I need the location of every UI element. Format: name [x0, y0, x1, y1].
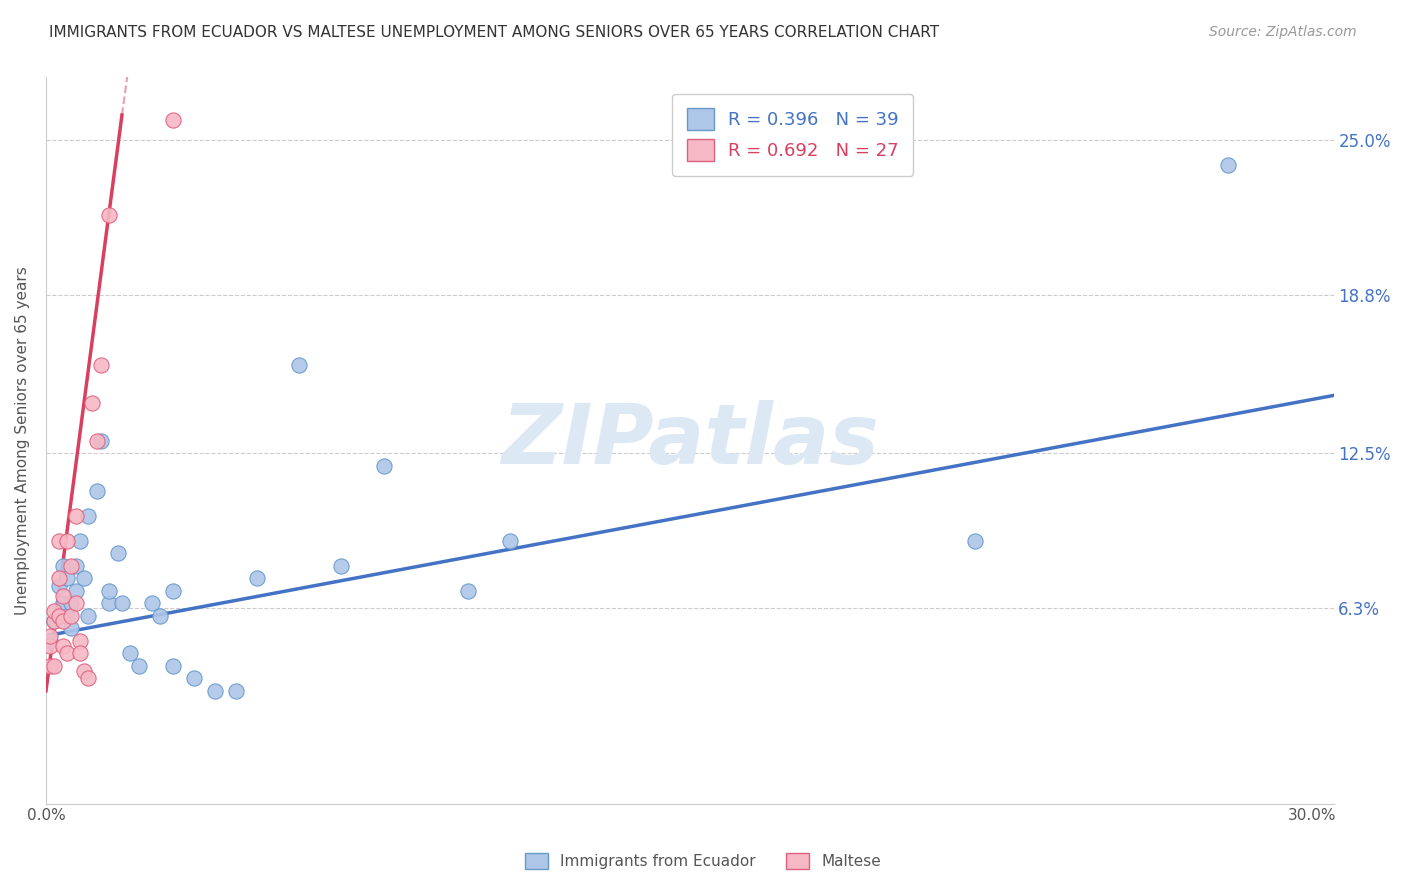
Point	[65, 596, 87, 610]
Point	[120, 646, 142, 660]
Point	[98, 208, 121, 222]
Point	[44, 614, 66, 628]
Point	[73, 664, 96, 678]
Point	[373, 458, 395, 473]
Point	[52, 589, 75, 603]
Text: Source: ZipAtlas.com: Source: ZipAtlas.com	[1209, 25, 1357, 39]
Point	[52, 614, 75, 628]
Point	[39, 659, 62, 673]
Point	[86, 434, 108, 448]
Point	[44, 604, 66, 618]
Point	[56, 646, 79, 660]
Point	[330, 558, 353, 573]
Point	[963, 533, 986, 548]
Point	[65, 558, 87, 573]
Point	[90, 434, 112, 448]
Point	[457, 583, 479, 598]
Point	[60, 596, 83, 610]
Point	[39, 629, 62, 643]
Point	[48, 608, 70, 623]
Text: IMMIGRANTS FROM ECUADOR VS MALTESE UNEMPLOYMENT AMONG SENIORS OVER 65 YEARS CORR: IMMIGRANTS FROM ECUADOR VS MALTESE UNEMP…	[49, 25, 939, 40]
Point	[98, 583, 121, 598]
Point	[288, 359, 311, 373]
Point	[56, 571, 79, 585]
Text: ZIPatlas: ZIPatlas	[501, 400, 879, 481]
Point	[65, 583, 87, 598]
Point	[86, 483, 108, 498]
Point	[60, 558, 83, 573]
Point	[107, 546, 129, 560]
Point	[499, 533, 522, 548]
Point	[82, 396, 104, 410]
Point	[39, 633, 62, 648]
Point	[48, 579, 70, 593]
Point	[162, 113, 184, 128]
Point	[69, 533, 91, 548]
Point	[149, 608, 172, 623]
Point	[77, 672, 100, 686]
Point	[246, 571, 269, 585]
Point	[183, 672, 205, 686]
Legend: R = 0.396   N = 39, R = 0.692   N = 27: R = 0.396 N = 39, R = 0.692 N = 27	[672, 94, 914, 176]
Point	[56, 608, 79, 623]
Point	[1216, 158, 1239, 172]
Point	[128, 659, 150, 673]
Point	[77, 608, 100, 623]
Point	[56, 533, 79, 548]
Point	[52, 558, 75, 573]
Point	[48, 608, 70, 623]
Point	[44, 614, 66, 628]
Point	[69, 646, 91, 660]
Point	[48, 571, 70, 585]
Legend: Immigrants from Ecuador, Maltese: Immigrants from Ecuador, Maltese	[519, 847, 887, 875]
Point	[52, 596, 75, 610]
Point	[48, 533, 70, 548]
Y-axis label: Unemployment Among Seniors over 65 years: Unemployment Among Seniors over 65 years	[15, 266, 30, 615]
Point	[225, 684, 247, 698]
Point	[141, 596, 163, 610]
Point	[98, 596, 121, 610]
Point	[204, 684, 226, 698]
Point	[39, 639, 62, 653]
Point	[77, 508, 100, 523]
Point	[111, 596, 134, 610]
Point	[90, 359, 112, 373]
Point	[44, 659, 66, 673]
Point	[73, 571, 96, 585]
Point	[52, 639, 75, 653]
Point	[60, 621, 83, 635]
Point	[69, 633, 91, 648]
Point	[162, 659, 184, 673]
Point	[60, 608, 83, 623]
Point	[162, 583, 184, 598]
Point	[65, 508, 87, 523]
